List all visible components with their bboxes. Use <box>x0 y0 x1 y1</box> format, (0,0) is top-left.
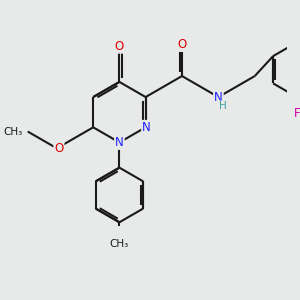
Text: F: F <box>293 107 300 120</box>
Text: N: N <box>115 136 124 149</box>
Text: H: H <box>219 101 226 111</box>
Text: O: O <box>54 142 64 155</box>
Text: N: N <box>214 91 223 103</box>
Text: O: O <box>177 38 187 51</box>
Text: N: N <box>142 121 151 134</box>
Text: CH₃: CH₃ <box>110 239 129 249</box>
Text: O: O <box>115 40 124 53</box>
Text: CH₃: CH₃ <box>3 127 23 136</box>
